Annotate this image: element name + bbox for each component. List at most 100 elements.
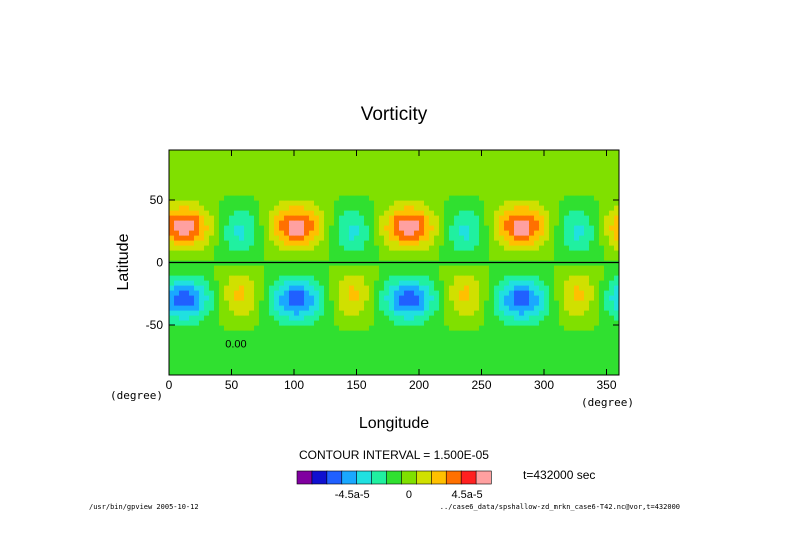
field-cell: [464, 255, 470, 261]
field-cell: [249, 225, 255, 231]
field-cell: [444, 310, 450, 316]
field-cell: [539, 360, 545, 366]
field-cell: [324, 300, 330, 306]
field-cell: [204, 345, 210, 351]
field-cell: [409, 165, 415, 171]
field-cell: [359, 365, 365, 371]
field-cell: [249, 275, 255, 281]
field-cell: [324, 205, 330, 211]
field-cell: [564, 250, 570, 256]
field-cell: [394, 155, 400, 161]
field-cell: [269, 320, 275, 326]
field-cell: [289, 210, 295, 216]
field-cell: [229, 185, 235, 191]
field-cell: [579, 180, 585, 186]
field-cell: [564, 315, 570, 321]
colorbar-swatch: [445, 470, 462, 485]
field-cell: [304, 340, 310, 346]
field-cell: [424, 190, 430, 196]
field-cell: [454, 355, 460, 361]
field-cell: [374, 340, 380, 346]
field-cell: [439, 280, 445, 286]
field-cell: [409, 275, 415, 281]
field-cell: [364, 200, 370, 206]
field-cell: [379, 165, 385, 171]
field-cell: [429, 235, 435, 241]
field-cell: [324, 235, 330, 241]
field-cell: [554, 230, 560, 236]
field-cell: [264, 245, 270, 251]
field-cell: [349, 335, 355, 341]
field-cell: [184, 265, 190, 271]
field-cell: [199, 170, 205, 176]
field-cell: [259, 340, 265, 346]
field-cell: [294, 365, 300, 371]
field-cell: [439, 225, 445, 231]
field-cell: [374, 175, 380, 181]
field-cell: [369, 235, 375, 241]
field-cell: [519, 225, 525, 231]
field-cell: [524, 215, 530, 221]
field-cell: [369, 290, 375, 296]
field-cell: [544, 280, 550, 286]
field-cell: [194, 340, 200, 346]
field-cell: [174, 225, 180, 231]
y-tick-label: -50: [146, 318, 164, 332]
field-cell: [219, 365, 225, 371]
field-cell: [349, 355, 355, 361]
field-cell: [209, 290, 215, 296]
field-cell: [589, 360, 595, 366]
field-cell: [399, 175, 405, 181]
field-cell: [594, 360, 600, 366]
field-cell: [519, 170, 525, 176]
field-cell: [289, 200, 295, 206]
field-cell: [304, 235, 310, 241]
field-cell: [474, 220, 480, 226]
field-cell: [169, 195, 175, 201]
field-cell: [564, 180, 570, 186]
field-cell: [294, 225, 300, 231]
field-cell: [364, 340, 370, 346]
field-cell: [459, 180, 465, 186]
field-cell: [574, 255, 580, 261]
field-cell: [564, 305, 570, 311]
field-cell: [389, 165, 395, 171]
field-cell: [274, 290, 280, 296]
field-cell: [264, 305, 270, 311]
field-cell: [604, 220, 610, 226]
field-cell: [504, 270, 510, 276]
field-cell: [264, 310, 270, 316]
field-cell: [179, 265, 185, 271]
field-cell: [334, 265, 340, 271]
field-cell: [269, 245, 275, 251]
field-cell: [404, 335, 410, 341]
field-cell: [259, 200, 265, 206]
field-cell: [564, 325, 570, 331]
field-cell: [389, 360, 395, 366]
field-cell: [334, 180, 340, 186]
field-cell: [219, 315, 225, 321]
field-cell: [329, 325, 335, 331]
field-cell: [254, 185, 260, 191]
field-cell: [334, 175, 340, 181]
field-cell: [299, 330, 305, 336]
field-cell: [334, 270, 340, 276]
y-tick-label: 50: [150, 193, 164, 207]
field-cell: [349, 315, 355, 321]
field-cell: [454, 220, 460, 226]
field-cell: [484, 205, 490, 211]
field-cell: [404, 235, 410, 241]
field-cell: [609, 230, 615, 236]
field-cell: [199, 280, 205, 286]
field-cell: [274, 240, 280, 246]
field-cell: [569, 210, 575, 216]
field-cell: [299, 245, 305, 251]
field-cell: [214, 325, 220, 331]
field-cell: [579, 350, 585, 356]
field-cell: [239, 310, 245, 316]
field-cell: [534, 170, 540, 176]
field-cell: [569, 325, 575, 331]
field-cell: [454, 360, 460, 366]
field-cell: [409, 270, 415, 276]
field-cell: [349, 165, 355, 171]
